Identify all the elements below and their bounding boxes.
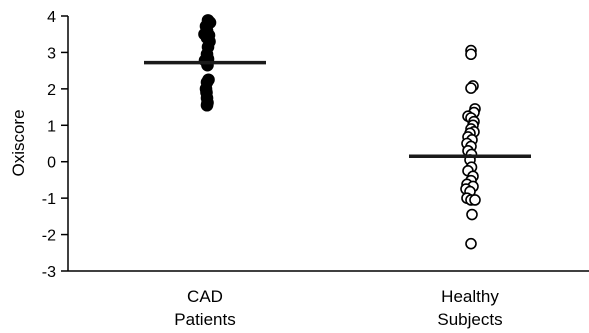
y-tick-label: -2 [42, 228, 56, 245]
y-tick-label: -1 [42, 191, 56, 208]
x-axis: CAD Patients Healthy Subjects [68, 270, 589, 329]
y-tick-label: 0 [47, 155, 56, 172]
data-point-open [465, 82, 477, 94]
y-tick-label: 1 [47, 118, 56, 135]
y-tick-label: 3 [47, 45, 56, 62]
x-category-label: Patients [174, 310, 235, 329]
data-point-open [466, 208, 478, 221]
data-point-open [465, 48, 477, 61]
data-point-open [465, 237, 477, 250]
y-tick-label: -3 [42, 264, 56, 281]
plot-area [144, 14, 531, 250]
y-tick-label: 2 [47, 82, 56, 99]
x-category-label: Healthy [441, 287, 499, 306]
healthy-subjects-points [460, 44, 481, 250]
y-axis-title: Oxiscore [9, 109, 28, 176]
y-tick-label: 4 [47, 9, 56, 26]
y-axis: 4 3 2 1 0 -1 -2 -3 [42, 9, 69, 281]
data-point-filled [200, 98, 214, 112]
data-point-open [469, 194, 481, 206]
x-category-label: CAD [187, 287, 223, 306]
x-category-label: Subjects [437, 310, 502, 329]
